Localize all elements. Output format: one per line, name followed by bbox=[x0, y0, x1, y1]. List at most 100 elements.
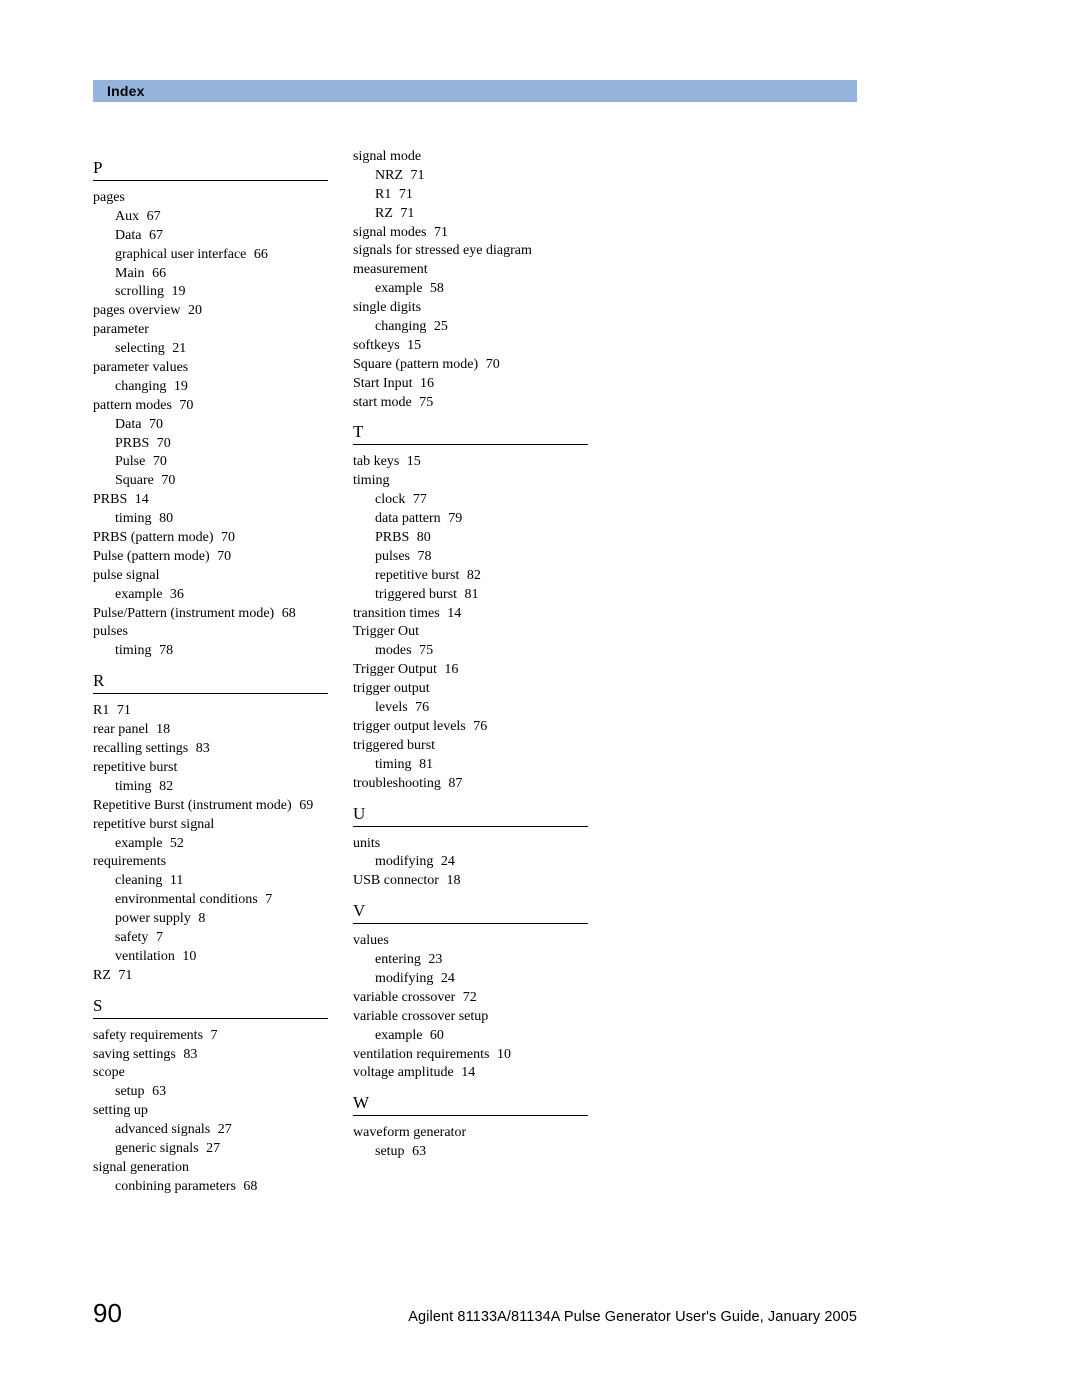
index-letter: W bbox=[353, 1093, 593, 1113]
index-subentry: levels 76 bbox=[353, 699, 593, 718]
document-page: Index PpagesAux 67Data 67graphical user … bbox=[0, 0, 1080, 1397]
index-entry: troubleshooting 87 bbox=[353, 775, 593, 794]
index-entry: ventilation requirements 10 bbox=[353, 1046, 593, 1065]
index-entry: R1 71 bbox=[93, 702, 333, 721]
index-entry: Start Input 16 bbox=[353, 375, 593, 394]
index-entry: triggered burst bbox=[353, 737, 593, 756]
index-subentry: example 60 bbox=[353, 1027, 593, 1046]
index-entry: Repetitive Burst (instrument mode) 69 bbox=[93, 797, 333, 816]
index-subentry: timing 81 bbox=[353, 756, 593, 775]
index-subentry: cleaning 11 bbox=[93, 872, 333, 891]
index-header-bar: Index bbox=[93, 80, 857, 102]
index-subentry: Main 66 bbox=[93, 265, 333, 284]
index-subentry: conbining parameters 68 bbox=[93, 1178, 333, 1197]
index-subentry: PRBS 70 bbox=[93, 435, 333, 454]
index-rule bbox=[353, 826, 588, 827]
index-entry: parameter values bbox=[93, 359, 333, 378]
index-letter: V bbox=[353, 901, 593, 921]
index-entry: softkeys 15 bbox=[353, 337, 593, 356]
index-entry: setting up bbox=[93, 1102, 333, 1121]
index-subentry: data pattern 79 bbox=[353, 510, 593, 529]
index-entry: PRBS (pattern mode) 70 bbox=[93, 529, 333, 548]
index-entry: RZ 71 bbox=[93, 967, 333, 986]
index-rule bbox=[93, 180, 328, 181]
index-letter: T bbox=[353, 422, 593, 442]
index-entry: signal modes 71 bbox=[353, 224, 593, 243]
index-entry: repetitive burst bbox=[93, 759, 333, 778]
index-entry: start mode 75 bbox=[353, 394, 593, 413]
index-entry: parameter bbox=[93, 321, 333, 340]
index-subentry: timing 82 bbox=[93, 778, 333, 797]
index-entry: Pulse (pattern mode) 70 bbox=[93, 548, 333, 567]
index-subentry: example 52 bbox=[93, 835, 333, 854]
index-entry: rear panel 18 bbox=[93, 721, 333, 740]
index-subentry: selecting 21 bbox=[93, 340, 333, 359]
index-subentry: generic signals 27 bbox=[93, 1140, 333, 1159]
index-subentry: repetitive burst 82 bbox=[353, 567, 593, 586]
index-entry: variable crossover 72 bbox=[353, 989, 593, 1008]
index-entry: Trigger Out bbox=[353, 623, 593, 642]
index-subentry: modifying 24 bbox=[353, 853, 593, 872]
index-entry: USB connector 18 bbox=[353, 872, 593, 891]
index-entry: variable crossover setup bbox=[353, 1008, 593, 1027]
index-entry: trigger output bbox=[353, 680, 593, 699]
index-subentry: ventilation 10 bbox=[93, 948, 333, 967]
index-entry: requirements bbox=[93, 853, 333, 872]
index-rule bbox=[353, 444, 588, 445]
index-entry: pulse signal bbox=[93, 567, 333, 586]
index-entry: Trigger Output 16 bbox=[353, 661, 593, 680]
index-entry: transition times 14 bbox=[353, 605, 593, 624]
index-subentry: changing 25 bbox=[353, 318, 593, 337]
index-subentry: timing 78 bbox=[93, 642, 333, 661]
index-column-1: PpagesAux 67Data 67graphical user interf… bbox=[93, 148, 333, 1197]
index-subentry: pulses 78 bbox=[353, 548, 593, 567]
index-rule bbox=[93, 693, 328, 694]
index-rule bbox=[353, 1115, 588, 1116]
index-subentry: timing 80 bbox=[93, 510, 333, 529]
index-entry: recalling settings 83 bbox=[93, 740, 333, 759]
index-subentry: modifying 24 bbox=[353, 970, 593, 989]
index-entry: pulses bbox=[93, 623, 333, 642]
footer-text: Agilent 81133A/81134A Pulse Generator Us… bbox=[408, 1309, 857, 1325]
index-subentry: scrolling 19 bbox=[93, 283, 333, 302]
index-subentry: Pulse 70 bbox=[93, 453, 333, 472]
index-entry: tab keys 15 bbox=[353, 453, 593, 472]
index-subentry: advanced signals 27 bbox=[93, 1121, 333, 1140]
index-subentry: RZ 71 bbox=[353, 205, 593, 224]
index-column-2: signal modeNRZ 71R1 71RZ 71signal modes … bbox=[353, 148, 593, 1197]
index-subentry: R1 71 bbox=[353, 186, 593, 205]
index-subentry: safety 7 bbox=[93, 929, 333, 948]
index-subentry: environmental conditions 7 bbox=[93, 891, 333, 910]
index-entry: pages bbox=[93, 189, 333, 208]
index-entry: signal mode bbox=[353, 148, 593, 167]
index-subentry: example 36 bbox=[93, 586, 333, 605]
index-entry: values bbox=[353, 932, 593, 951]
index-header-title: Index bbox=[107, 83, 145, 99]
index-subentry: setup 63 bbox=[93, 1083, 333, 1102]
index-subentry: changing 19 bbox=[93, 378, 333, 397]
index-entry: Pulse/Pattern (instrument mode) 68 bbox=[93, 605, 333, 624]
index-letter: R bbox=[93, 671, 333, 691]
index-entry: repetitive burst signal bbox=[93, 816, 333, 835]
index-subentry: PRBS 80 bbox=[353, 529, 593, 548]
index-entry: voltage amplitude 14 bbox=[353, 1064, 593, 1083]
index-entry: timing bbox=[353, 472, 593, 491]
index-subentry: NRZ 71 bbox=[353, 167, 593, 186]
index-columns: PpagesAux 67Data 67graphical user interf… bbox=[93, 148, 863, 1197]
index-entry: units bbox=[353, 835, 593, 854]
index-entry: single digits bbox=[353, 299, 593, 318]
index-rule bbox=[93, 1018, 328, 1019]
index-entry: waveform generator bbox=[353, 1124, 593, 1143]
index-subentry: Square 70 bbox=[93, 472, 333, 491]
index-letter: P bbox=[93, 158, 333, 178]
index-subentry: graphical user interface 66 bbox=[93, 246, 333, 265]
index-letter: S bbox=[93, 996, 333, 1016]
index-entry: pattern modes 70 bbox=[93, 397, 333, 416]
index-subentry: triggered burst 81 bbox=[353, 586, 593, 605]
index-letter: U bbox=[353, 804, 593, 824]
index-entry: pages overview 20 bbox=[93, 302, 333, 321]
index-subentry: Aux 67 bbox=[93, 208, 333, 227]
index-subentry: Data 67 bbox=[93, 227, 333, 246]
index-subentry: modes 75 bbox=[353, 642, 593, 661]
index-entry: scope bbox=[93, 1064, 333, 1083]
